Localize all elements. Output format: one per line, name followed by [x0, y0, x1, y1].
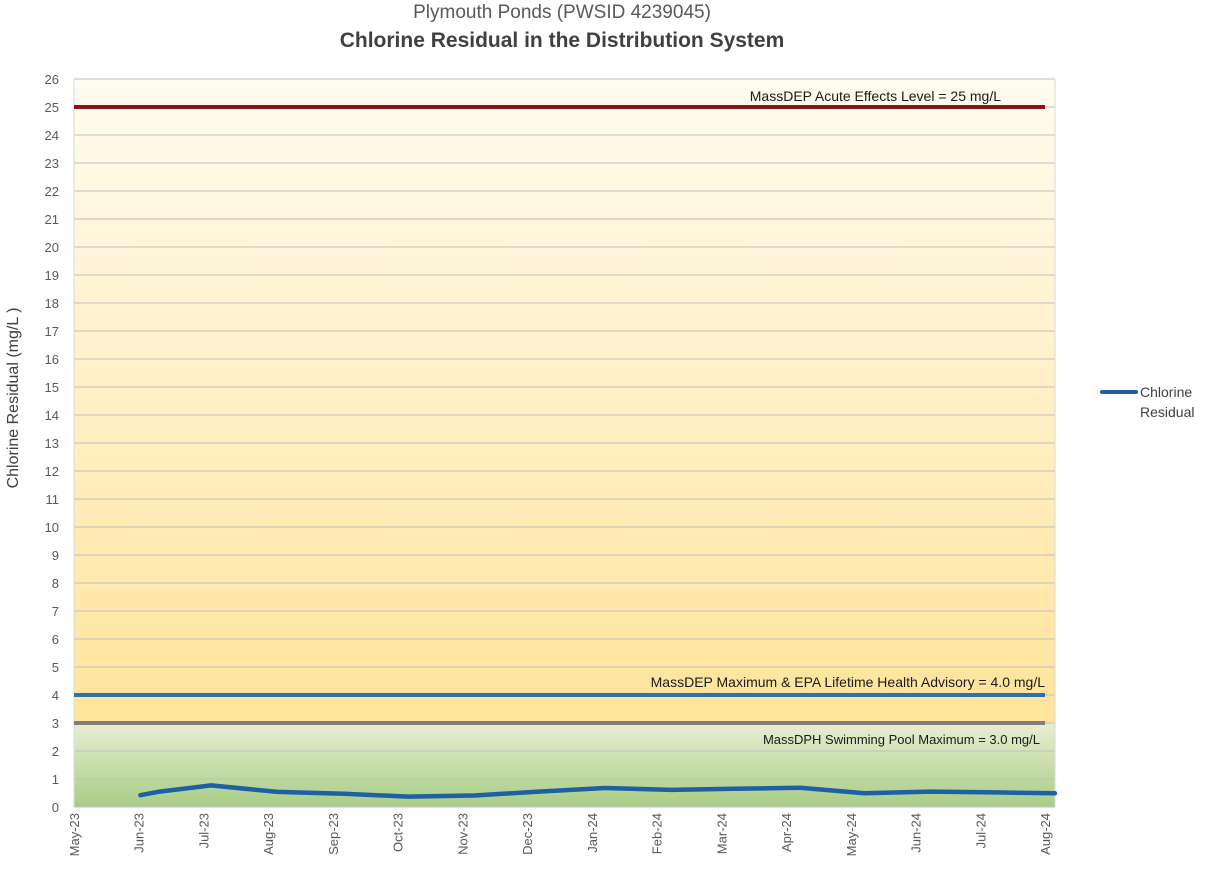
- y-tick-label-10: 10: [45, 520, 59, 535]
- chart-title: Chlorine Residual in the Distribution Sy…: [339, 29, 785, 52]
- x-tick-label-Aug-24: Aug-24: [1038, 813, 1053, 855]
- y-axis-label: Chlorine Residual (mg/L ): [5, 307, 22, 489]
- y-tick-label-23: 23: [45, 156, 59, 171]
- y-tick-label-4: 4: [52, 688, 59, 703]
- y-tick-label-13: 13: [45, 436, 59, 451]
- x-tick-label-Jul-24: Jul-24: [973, 813, 988, 848]
- legend-swatch-chlorine-residual: [1100, 390, 1138, 394]
- x-tick-label-Jun-23: Jun-23: [132, 813, 147, 853]
- chart-subtitle: Plymouth Ponds (PWSID 4239045): [413, 2, 711, 23]
- series-line-chlorine-residual: [138, 783, 1058, 799]
- x-tick-label-Jan-24: Jan-24: [585, 813, 600, 853]
- x-tick-label-Dec-23: Dec-23: [520, 813, 535, 855]
- y-tick-label-11: 11: [46, 492, 60, 507]
- y-tick-label-7: 7: [52, 604, 59, 619]
- reference-line-label-25: MassDEP Acute Effects Level = 25 mg/L: [750, 88, 1001, 104]
- y-tick-label-19: 19: [45, 268, 59, 283]
- x-tick-label-Sep-23: Sep-23: [326, 813, 341, 855]
- y-tick-label-17: 17: [45, 324, 59, 339]
- y-tick-label-2: 2: [52, 744, 59, 759]
- y-tick-label-20: 20: [45, 240, 59, 255]
- y-tick-label-8: 8: [52, 576, 59, 591]
- x-tick-label-Nov-23: Nov-23: [455, 813, 470, 855]
- y-tick-label-26: 26: [45, 72, 59, 87]
- y-tick-label-25: 25: [45, 100, 59, 115]
- background-band-caution: [74, 79, 1055, 723]
- y-tick-label-18: 18: [45, 296, 59, 311]
- y-tick-label-9: 9: [52, 548, 59, 563]
- y-tick-label-12: 12: [45, 464, 59, 479]
- x-tick-label-May-23: May-23: [67, 813, 82, 856]
- x-tick-label-Aug-23: Aug-23: [261, 813, 276, 855]
- reference-line-label-4: MassDEP Maximum & EPA Lifetime Health Ad…: [651, 674, 1046, 690]
- y-tick-label-14: 14: [45, 408, 59, 423]
- x-tick-label-May-24: May-24: [844, 813, 859, 856]
- x-tick-label-Jul-23: Jul-23: [196, 813, 211, 848]
- y-tick-label-24: 24: [45, 128, 59, 143]
- reference-line-label-3: MassDPH Swimming Pool Maximum = 3.0 mg/L: [763, 732, 1040, 747]
- y-tick-label-1: 1: [52, 772, 59, 787]
- x-tick-label-Jun-24: Jun-24: [909, 813, 924, 853]
- y-tick-label-5: 5: [52, 660, 59, 675]
- x-tick-label-Oct-23: Oct-23: [391, 813, 406, 852]
- legend-label-chlorine-residual: Chlorine Residual: [1140, 384, 1195, 420]
- y-tick-label-3: 3: [52, 716, 59, 731]
- y-tick-label-22: 22: [45, 184, 59, 199]
- x-tick-label-Mar-24: Mar-24: [714, 813, 729, 854]
- y-tick-label-16: 16: [45, 352, 59, 367]
- x-tick-label-Feb-24: Feb-24: [650, 813, 665, 854]
- y-tick-label-15: 15: [45, 380, 59, 395]
- x-tick-label-Apr-24: Apr-24: [779, 813, 794, 852]
- y-tick-label-0: 0: [52, 800, 59, 815]
- y-tick-label-6: 6: [52, 632, 59, 647]
- y-tick-label-21: 21: [45, 212, 59, 227]
